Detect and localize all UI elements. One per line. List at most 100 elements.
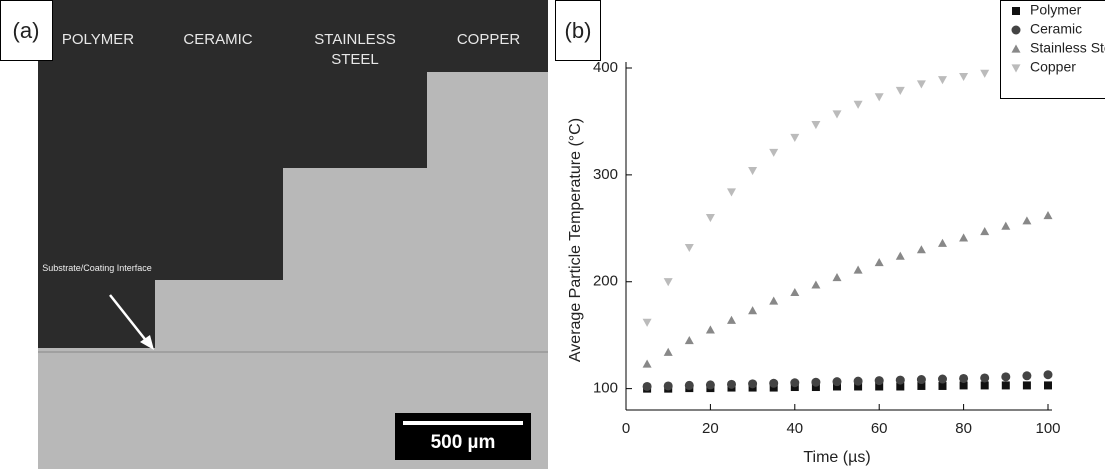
scale-bar-box <box>395 413 531 460</box>
legend-marker <box>1011 64 1021 73</box>
panel-label: (a) <box>13 18 40 43</box>
data-point <box>916 375 926 385</box>
data-point <box>916 80 926 89</box>
panel-label-box <box>0 0 53 61</box>
x-tick-label: 100 <box>1035 420 1060 437</box>
data-point <box>854 382 863 391</box>
data-point <box>853 100 863 109</box>
x-tick-label: 40 <box>786 420 803 437</box>
legend-label: Stainless Steel <box>1030 40 1105 56</box>
data-point <box>769 296 779 305</box>
data-point <box>875 382 884 391</box>
x-tick-label: 80 <box>955 420 972 437</box>
legend-label: Polymer <box>1030 2 1082 18</box>
x-axis-label: Time (µs) <box>803 449 870 466</box>
data-point <box>938 381 947 390</box>
data-point <box>959 72 969 82</box>
data-point <box>684 243 694 253</box>
data-point <box>874 93 884 102</box>
data-point <box>853 265 863 274</box>
data-point <box>1022 371 1032 381</box>
data-point <box>895 251 905 260</box>
panel-label: (b) <box>565 18 592 43</box>
data-point <box>896 382 905 391</box>
data-point <box>663 347 673 356</box>
data-point <box>727 188 736 197</box>
data-point <box>642 318 652 327</box>
data-point <box>790 133 800 142</box>
data-point <box>853 376 863 386</box>
column-label: POLYMER <box>61 31 135 48</box>
data-point <box>705 380 715 390</box>
y-tick-label: 400 <box>593 59 618 76</box>
legend-marker <box>1011 25 1021 35</box>
data-point <box>1022 381 1031 390</box>
data-point <box>832 110 842 119</box>
data-point <box>748 167 758 176</box>
data-point <box>959 373 969 383</box>
data-point <box>684 336 694 345</box>
data-point <box>769 378 779 388</box>
y-axis-label: Average Particle Temperature (°C) <box>567 118 584 362</box>
data-point <box>1043 210 1053 220</box>
data-point <box>938 374 947 384</box>
data-point <box>980 381 989 390</box>
data-point <box>938 76 947 85</box>
data-point <box>980 227 990 236</box>
coating-region <box>38 0 548 348</box>
data-point <box>874 258 884 267</box>
data-point <box>705 325 715 334</box>
data-point <box>959 233 969 242</box>
x-tick-label: 20 <box>702 420 719 437</box>
data-point <box>811 377 821 387</box>
legend-label: Copper <box>1030 59 1076 75</box>
data-point <box>663 278 673 287</box>
data-point <box>938 238 947 247</box>
data-point <box>1022 216 1032 225</box>
column-label: CERAMIC <box>183 31 253 48</box>
data-point <box>811 383 820 392</box>
data-point <box>642 381 652 391</box>
data-point <box>684 380 694 390</box>
data-point <box>727 315 736 324</box>
data-point <box>727 379 736 389</box>
data-point <box>811 280 821 289</box>
panel-label-box <box>555 0 601 61</box>
data-point <box>769 148 779 157</box>
data-point <box>874 376 884 386</box>
data-point <box>1001 372 1011 382</box>
y-tick-label: 200 <box>593 273 618 290</box>
legend-marker <box>1011 44 1021 53</box>
data-point <box>790 378 800 388</box>
data-point <box>748 306 758 315</box>
column-label: COPPER <box>456 31 521 48</box>
data-point <box>916 245 926 254</box>
data-point <box>980 69 990 78</box>
x-tick-label: 0 <box>622 420 630 437</box>
annotation: Substrate/Coating Interface <box>42 263 152 273</box>
column-label: STAINLESS STEEL <box>314 31 396 68</box>
y-tick-label: 100 <box>593 380 618 397</box>
data-point <box>1001 221 1011 230</box>
scale-bar-label: 500 µm <box>431 432 496 453</box>
y-tick-label: 300 <box>593 166 618 183</box>
arrow <box>109 294 149 344</box>
data-point <box>895 86 905 95</box>
data-point <box>748 379 758 389</box>
data-point <box>832 272 842 282</box>
data-point <box>663 381 673 391</box>
data-point <box>980 373 990 383</box>
data-point <box>790 287 800 297</box>
legend-label: Ceramic <box>1030 21 1082 37</box>
data-point <box>959 381 968 390</box>
data-point <box>917 381 926 390</box>
data-point <box>811 121 821 130</box>
data-point <box>1043 370 1053 380</box>
data-point <box>705 214 715 223</box>
data-point <box>642 359 652 368</box>
legend-marker <box>1012 7 1020 15</box>
data-point <box>832 377 842 387</box>
x-tick-label: 60 <box>871 420 888 437</box>
